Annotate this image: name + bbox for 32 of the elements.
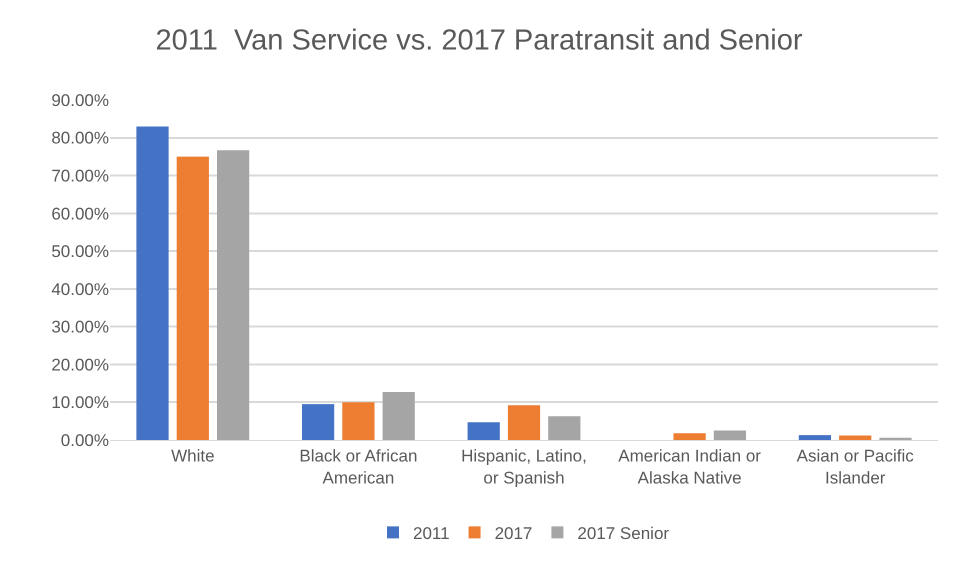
bar [136,126,169,440]
x-tick-label: Black or African American [299,446,418,488]
bar [714,430,746,440]
y-tick-label: 40.00% [51,280,109,299]
bar [839,435,872,440]
bar [382,392,415,440]
y-tick-label: 20.00% [51,355,109,374]
y-tick-label: 0.00% [60,430,109,450]
y-tick-label: 10.00% [51,393,109,412]
bar [548,416,580,440]
legend-label: 2017 Senior [577,524,670,543]
chart-title: 2011 Van Service vs. 2017 Paratransit and Senior [156,24,803,56]
y-tick-label: 90.00% [51,90,109,110]
y-tick-label: 70.00% [51,166,109,186]
legend-label: 2017 [494,524,532,543]
bar [176,156,209,440]
legend-label: 2011 [413,524,450,543]
bar [216,150,250,440]
x-tick-label: American Indian or Alaska Native [618,446,762,488]
x-tick-label: Hispanic, Latino, or Spanish [461,446,587,488]
y-tick-label: 80.00% [51,128,109,148]
bar [508,405,540,440]
y-tick-label: 60.00% [51,204,109,224]
x-tick-label: Asian or Pacific Islander [796,446,914,488]
bar [798,435,832,440]
x-tick-label: White [171,446,215,466]
y-tick-label: 50.00% [51,242,109,262]
bar [673,433,706,440]
bar [468,422,500,440]
y-tick-label: 30.00% [51,318,109,337]
bar [342,402,375,440]
bar [302,404,334,440]
